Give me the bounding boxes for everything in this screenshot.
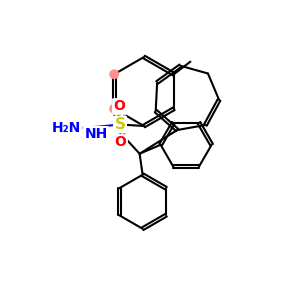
Text: O: O [113,100,125,113]
Circle shape [110,70,118,78]
Text: S: S [115,117,125,132]
Text: O: O [115,136,127,149]
Text: H₂N: H₂N [52,122,81,135]
Text: NH: NH [84,128,108,141]
Circle shape [110,105,118,113]
